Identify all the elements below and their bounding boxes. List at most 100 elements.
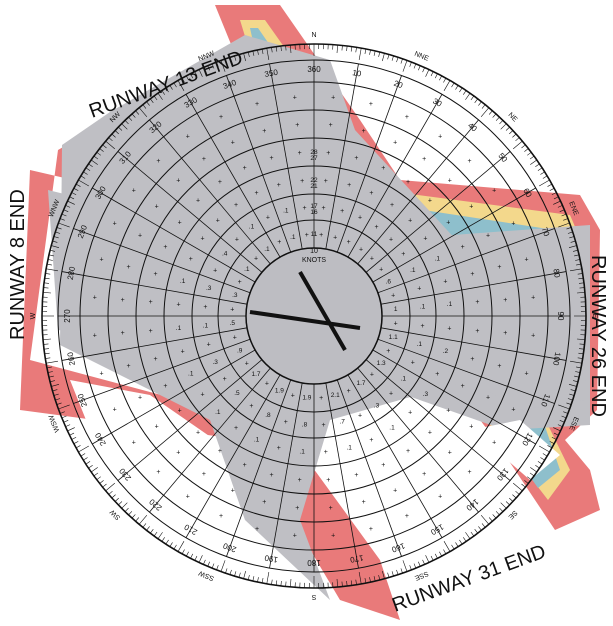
plus-mark: + xyxy=(531,333,535,340)
plus-mark: + xyxy=(475,299,479,306)
plus-mark: + xyxy=(121,330,125,337)
plus-mark: + xyxy=(202,471,206,478)
compass-tick xyxy=(44,283,49,284)
compass-tick xyxy=(513,483,522,491)
crosswind-value: .3 xyxy=(423,391,429,398)
compass-tick xyxy=(64,420,69,422)
compass-tick xyxy=(234,571,235,576)
plus-mark: + xyxy=(461,244,465,251)
compass-tick xyxy=(128,511,131,515)
plus-mark: + xyxy=(503,297,507,304)
plus-mark: + xyxy=(446,408,450,415)
plus-mark: + xyxy=(284,419,288,426)
plus-mark: + xyxy=(99,257,103,264)
compass-tick xyxy=(43,339,51,340)
compass-tick xyxy=(512,495,516,498)
plus-mark: + xyxy=(93,333,97,340)
compass-tick xyxy=(501,503,507,509)
plus-mark: + xyxy=(154,271,158,278)
crosswind-value: .6 xyxy=(386,278,392,285)
plus-mark: + xyxy=(417,285,421,292)
compass-tick xyxy=(178,541,184,551)
compass-tick xyxy=(463,537,466,541)
plus-mark: + xyxy=(411,360,415,367)
crosswind-value: .3 xyxy=(232,292,238,299)
plus-mark: + xyxy=(369,101,373,108)
compass-tick xyxy=(397,570,399,575)
plus-mark: + xyxy=(362,499,366,506)
plus-mark: + xyxy=(362,128,366,135)
plus-mark: + xyxy=(347,182,351,189)
plus-mark: + xyxy=(298,477,302,484)
compass-tick xyxy=(271,580,272,585)
compass-tick xyxy=(471,532,474,536)
crosswind-value: .1 xyxy=(249,224,255,231)
crosswind-value: .1 xyxy=(264,246,270,253)
plus-mark: + xyxy=(277,239,281,246)
plus-mark: + xyxy=(406,179,410,186)
plus-mark: + xyxy=(138,232,142,239)
plus-mark: + xyxy=(393,139,397,146)
compass-tick xyxy=(217,565,219,570)
crosswind-value: .1 xyxy=(410,267,416,274)
compass-cardinal-label: SW xyxy=(109,508,122,521)
plus-mark: + xyxy=(277,182,281,189)
compass-cardinal-label: N xyxy=(311,32,316,39)
plus-mark: + xyxy=(219,513,223,520)
plus-mark: + xyxy=(201,392,205,399)
plus-mark: + xyxy=(234,202,238,209)
crosswind-value: .3 xyxy=(374,402,380,409)
compass-tick xyxy=(45,278,50,279)
compass-tick xyxy=(403,560,407,571)
plus-mark: + xyxy=(255,101,259,108)
plus-mark: + xyxy=(469,424,473,431)
compass-tick xyxy=(452,545,455,549)
plus-mark: + xyxy=(369,437,373,444)
plus-mark: + xyxy=(347,388,351,395)
compass-tick xyxy=(212,564,214,569)
crosswind-value: .3 xyxy=(206,285,212,292)
compass-tick xyxy=(100,480,104,483)
plus-mark: + xyxy=(181,349,185,356)
crosswind-value: .3 xyxy=(213,359,219,366)
compass-tick xyxy=(351,47,352,52)
plus-mark: + xyxy=(391,292,395,299)
knots-label: KNOTS xyxy=(302,257,326,264)
speed-ring-label: 28 xyxy=(310,149,318,156)
plus-mark: + xyxy=(277,445,281,452)
crosswind-value: .4 xyxy=(222,250,228,257)
compass-tick xyxy=(426,555,429,562)
plus-mark: + xyxy=(126,363,130,370)
compass-tick xyxy=(281,581,282,586)
compass-tick xyxy=(337,45,338,53)
plus-mark: + xyxy=(243,462,247,469)
plus-mark: + xyxy=(295,122,299,129)
plus-mark: + xyxy=(448,449,452,456)
compass-tick xyxy=(97,477,101,480)
compass-tick xyxy=(370,50,371,55)
crosswind-value: 1.7 xyxy=(357,380,366,387)
plus-mark: + xyxy=(475,328,479,335)
plus-mark: + xyxy=(234,425,238,432)
compass-tick xyxy=(91,467,98,472)
plus-mark: + xyxy=(93,294,97,301)
compass-tick xyxy=(482,523,485,527)
crosswind-value: .1 xyxy=(435,256,441,263)
compass-tick xyxy=(459,540,462,544)
compass-tick xyxy=(423,560,425,565)
plus-mark: + xyxy=(231,488,235,495)
plus-mark: + xyxy=(202,156,206,163)
plus-mark: + xyxy=(176,178,180,185)
plus-mark: + xyxy=(113,221,117,228)
compass-tick xyxy=(290,579,291,587)
plus-mark: + xyxy=(511,221,515,228)
plus-mark: + xyxy=(524,257,528,264)
plus-mark: + xyxy=(492,440,496,447)
compass-tick xyxy=(47,264,52,265)
compass-tick xyxy=(244,571,246,579)
compass-tick xyxy=(191,554,193,558)
compass-tick xyxy=(444,541,450,551)
compass-tick xyxy=(147,526,150,530)
compass-tick xyxy=(489,518,492,522)
